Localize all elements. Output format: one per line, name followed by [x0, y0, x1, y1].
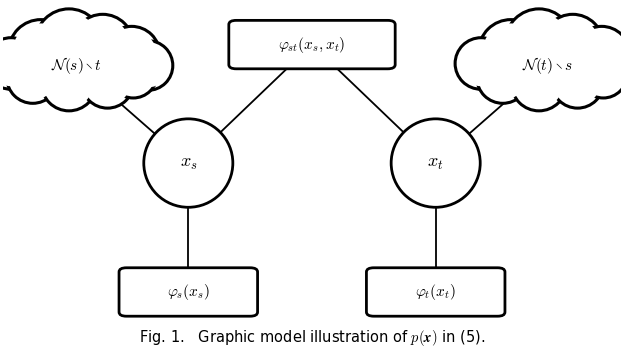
- FancyBboxPatch shape: [366, 268, 505, 316]
- Text: $\varphi_t(x_t)$: $\varphi_t(x_t)$: [416, 282, 456, 302]
- Text: $\varphi_s(x_s)$: $\varphi_s(x_s)$: [167, 282, 210, 302]
- Ellipse shape: [512, 56, 567, 111]
- Ellipse shape: [9, 19, 73, 83]
- Text: $\varphi_{st}(x_s, x_t)$: $\varphi_{st}(x_s, x_t)$: [278, 35, 346, 55]
- Ellipse shape: [555, 59, 600, 105]
- Ellipse shape: [107, 30, 157, 79]
- Ellipse shape: [10, 55, 56, 100]
- Ellipse shape: [458, 41, 504, 86]
- Ellipse shape: [82, 57, 134, 108]
- Ellipse shape: [542, 14, 603, 75]
- Ellipse shape: [41, 56, 97, 111]
- Text: $\mathcal{N}(s)\setminus t$: $\mathcal{N}(s)\setminus t$: [52, 55, 102, 76]
- Ellipse shape: [17, 39, 137, 92]
- Ellipse shape: [582, 53, 624, 95]
- Ellipse shape: [112, 53, 154, 95]
- Ellipse shape: [104, 26, 160, 82]
- Ellipse shape: [580, 51, 624, 98]
- Ellipse shape: [76, 18, 130, 72]
- Ellipse shape: [515, 59, 563, 108]
- Ellipse shape: [552, 57, 603, 108]
- Ellipse shape: [487, 39, 607, 92]
- Ellipse shape: [85, 59, 130, 105]
- Ellipse shape: [482, 23, 539, 80]
- Ellipse shape: [391, 119, 480, 207]
- Ellipse shape: [12, 23, 69, 80]
- Ellipse shape: [509, 13, 568, 72]
- Ellipse shape: [477, 52, 529, 103]
- Ellipse shape: [546, 18, 600, 72]
- Ellipse shape: [0, 38, 37, 89]
- Ellipse shape: [596, 44, 624, 87]
- Ellipse shape: [455, 38, 507, 89]
- Ellipse shape: [0, 41, 34, 86]
- Ellipse shape: [45, 59, 93, 108]
- Ellipse shape: [573, 26, 624, 82]
- Ellipse shape: [123, 41, 173, 90]
- Ellipse shape: [144, 119, 233, 207]
- Ellipse shape: [72, 14, 134, 75]
- Ellipse shape: [109, 51, 157, 98]
- FancyBboxPatch shape: [229, 21, 395, 69]
- Text: $\mathcal{N}(t)\setminus s$: $\mathcal{N}(t)\setminus s$: [522, 55, 572, 76]
- Ellipse shape: [39, 13, 99, 72]
- Text: Fig. 1.   Graphic model illustration of $p(\boldsymbol{x})$ in (5).: Fig. 1. Graphic model illustration of $p…: [139, 328, 485, 348]
- Ellipse shape: [125, 44, 170, 87]
- Ellipse shape: [505, 9, 573, 76]
- Text: $x_t$: $x_t$: [427, 154, 444, 172]
- Text: $x_s$: $x_s$: [180, 154, 197, 172]
- Ellipse shape: [480, 55, 525, 100]
- FancyBboxPatch shape: [119, 268, 258, 316]
- Ellipse shape: [7, 52, 59, 103]
- Ellipse shape: [36, 9, 102, 76]
- Ellipse shape: [577, 30, 624, 79]
- Ellipse shape: [593, 41, 624, 90]
- Ellipse shape: [479, 19, 543, 83]
